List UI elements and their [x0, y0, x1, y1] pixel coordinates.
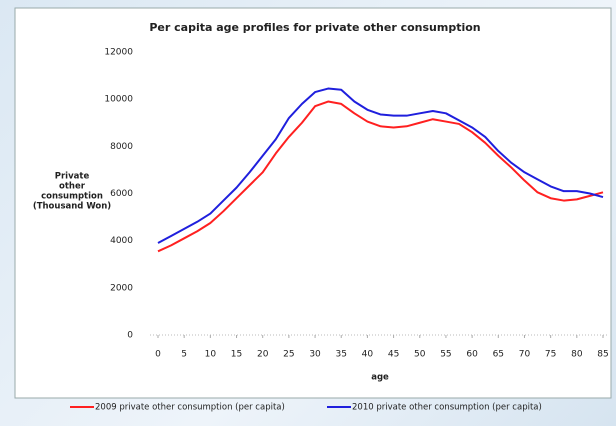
- y-tick-label: 6000: [110, 189, 133, 199]
- y-axis-label: (Thousand Won): [33, 202, 111, 212]
- data-line: [157, 100, 604, 253]
- y-axis-label: other: [59, 182, 86, 192]
- x-tick-label: 45: [388, 350, 399, 360]
- x-tick-label: 55: [440, 350, 451, 360]
- x-tick-label: 30: [309, 350, 321, 360]
- y-tick-label: 10000: [104, 95, 133, 105]
- x-tick-label: 15: [231, 350, 242, 360]
- y-tick-label: 0: [127, 331, 133, 341]
- legend-label: 2009 private other consumption (per capi…: [95, 403, 285, 413]
- x-tick-label: 20: [257, 350, 269, 360]
- x-axis-label: age: [371, 373, 389, 383]
- x-tick-label: 25: [283, 350, 294, 360]
- x-tick-label: 75: [545, 350, 556, 360]
- x-tick-label: 5: [181, 350, 187, 360]
- y-axis-label: consumption: [41, 192, 103, 202]
- x-tick-label: 70: [519, 350, 531, 360]
- x-tick-label: 80: [571, 350, 583, 360]
- x-tick-label: 50: [414, 350, 426, 360]
- y-tick-label: 8000: [110, 142, 133, 152]
- y-tick-label: 2000: [110, 283, 133, 293]
- x-tick-label: 60: [466, 350, 478, 360]
- x-tick-label: 10: [205, 350, 217, 360]
- x-tick-label: 0: [155, 350, 161, 360]
- y-axis-label: Private: [55, 172, 90, 182]
- x-tick-label: 35: [336, 350, 347, 360]
- y-tick-label: 12000: [104, 48, 133, 58]
- chart-frame: [14, 7, 612, 399]
- x-tick-label: 40: [362, 350, 374, 360]
- chart-title: Per capita age profiles for private othe…: [149, 21, 480, 34]
- y-tick-label: 4000: [110, 236, 133, 246]
- x-tick-label: 65: [493, 350, 504, 360]
- legend-label: 2010 private other consumption (per capi…: [352, 403, 542, 413]
- x-tick-label: 85: [597, 350, 608, 360]
- data-line: [157, 87, 604, 244]
